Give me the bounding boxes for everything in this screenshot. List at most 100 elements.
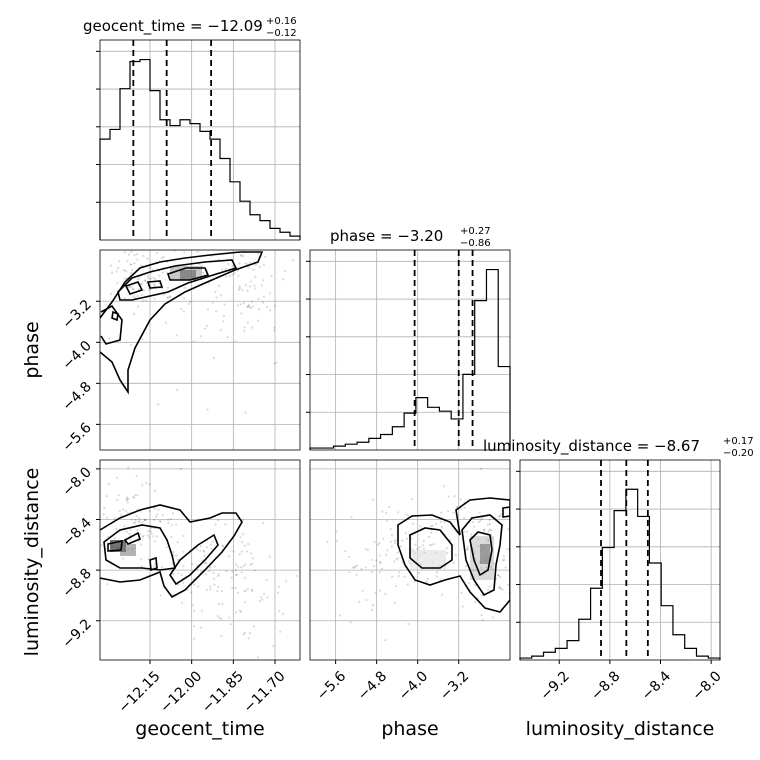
sample-point [236,565,240,568]
sample-point [229,623,232,626]
sample-point [242,301,245,304]
sample-point [240,253,243,257]
sample-point [273,329,276,332]
sample-point [124,509,127,512]
sample-point [488,522,492,526]
sample-point [353,565,356,568]
contour-inner-3 [149,556,158,572]
sample-point [504,566,507,569]
sample-point [191,563,194,566]
sample-point [393,560,396,563]
sample-point [141,521,144,524]
sample-point [217,586,220,589]
histogram-geocent-time [99,58,301,240]
sample-point [113,537,116,540]
title-phase-lower: −0.86 [460,238,491,249]
sample-point [410,498,413,501]
sample-point [147,529,150,533]
sample-point [193,637,196,640]
sample-point [158,274,161,277]
sample-point [361,589,364,592]
contours-luminosity-distance-vs-geocent-time [100,504,243,599]
sample-point [183,297,186,300]
sample-point [122,557,125,560]
sample-point [385,511,388,515]
sample-point [389,540,393,544]
sample-point [384,592,387,596]
sample-point [153,507,156,510]
sample-point [99,544,103,547]
sample-point [180,573,183,576]
sample-point [140,264,143,267]
sample-point [175,523,178,526]
y-tick-label: −9.2 [59,616,94,651]
sample-point [260,284,263,287]
sample-point [344,549,347,553]
sample-point [277,585,281,588]
sample-point [135,514,138,517]
sample-point [348,555,351,558]
sample-point [488,528,491,531]
sample-point [238,553,241,556]
sample-point [224,275,228,278]
sample-point [428,543,431,547]
sample-point [435,570,438,574]
sample-point [133,253,136,257]
sample-point [106,535,110,538]
sample-point [172,554,175,557]
sample-point [335,530,338,533]
sample-point [422,547,426,550]
sample-point [129,263,132,266]
sample-point [213,565,216,568]
contour-middle [117,259,238,301]
sample-point [197,585,200,588]
sample-point [389,528,392,531]
sample-point [501,588,504,591]
sample-point [129,343,132,346]
sample-point [405,513,408,516]
title-geocent-time: geocent_time = −12.09 [83,17,263,36]
panel-frame [99,39,301,241]
title-luminosity-distance-lower: −0.20 [723,448,754,459]
sample-point [231,586,234,589]
sample-point [123,525,126,528]
sample-point [133,262,136,265]
contour-layer [100,251,510,613]
sample-point [123,297,126,300]
sample-point [435,575,439,578]
sample-point [111,271,114,274]
sample-point [230,576,233,579]
density-cell [120,544,136,556]
sample-point [262,279,265,282]
sample-point [125,530,128,533]
sample-point [141,282,144,285]
sample-point [248,632,252,635]
sample-point [407,560,411,563]
sample-point [240,550,244,553]
title-luminosity-distance-upper: +0.17 [723,436,754,447]
sample-point [235,573,238,577]
sample-point [339,614,342,617]
sample-point [262,592,266,596]
sample-point [155,535,158,538]
sample-point [236,591,240,594]
sample-point [399,545,403,548]
sample-point [146,274,149,277]
sample-point [157,508,160,511]
sample-point [335,539,338,543]
sample-point [159,594,162,597]
sample-point [205,325,209,328]
sample-point [127,285,131,288]
sample-point [326,540,329,544]
sample-point [446,551,449,555]
sample-point [370,571,373,574]
sample-point [153,562,157,565]
sample-point [126,511,129,514]
sample-point [144,279,147,282]
title-luminosity-distance: luminosity_distance = −8.67 [483,437,700,456]
sample-point [479,467,483,470]
sample-point [169,295,172,298]
sample-point [171,512,175,515]
sample-point [215,296,218,299]
sample-point [119,514,123,517]
